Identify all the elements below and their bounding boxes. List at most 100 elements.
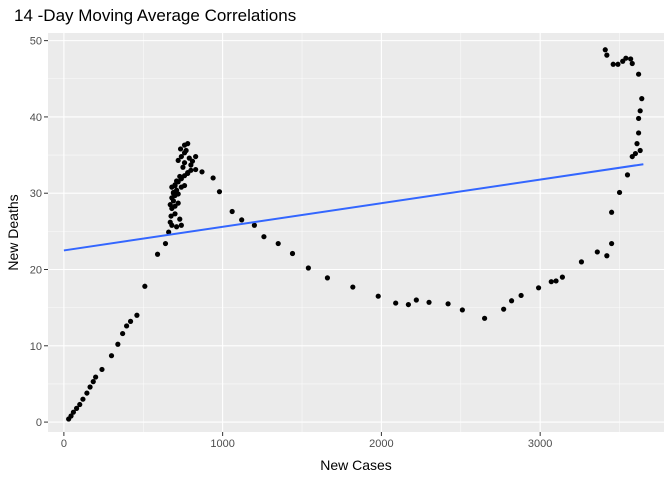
data-point — [251, 222, 257, 228]
data-point — [172, 182, 178, 189]
x-axis-title: New Cases — [320, 457, 392, 473]
y-tick-label: 10 — [30, 341, 42, 353]
data-point — [616, 189, 623, 196]
data-point — [188, 162, 194, 168]
data-point — [639, 96, 645, 102]
data-point — [142, 283, 148, 289]
chart-title: 14 -Day Moving Average Correlations — [14, 6, 297, 25]
data-point — [87, 384, 93, 390]
data-point — [183, 147, 189, 154]
data-point — [350, 284, 356, 290]
data-point — [178, 222, 184, 228]
data-point — [634, 141, 640, 147]
data-point — [594, 249, 600, 255]
data-point — [615, 61, 621, 67]
data-point — [173, 178, 180, 184]
data-point — [154, 251, 161, 257]
data-point — [620, 58, 626, 64]
data-point — [481, 315, 488, 321]
data-point — [602, 47, 608, 53]
data-point — [635, 130, 642, 136]
x-tick-label: 1000 — [210, 438, 234, 450]
data-point — [180, 164, 186, 170]
data-point — [578, 259, 585, 265]
data-point — [108, 353, 115, 359]
data-point — [305, 265, 311, 271]
x-tick-label: 2000 — [369, 438, 393, 450]
data-point — [609, 240, 615, 247]
data-point — [261, 234, 267, 240]
data-point — [166, 229, 172, 235]
data-point — [548, 279, 554, 285]
data-point — [115, 341, 121, 347]
data-point — [93, 374, 99, 380]
data-point — [178, 153, 184, 160]
data-point — [185, 141, 191, 147]
data-point — [77, 401, 83, 408]
y-tick-label: 20 — [30, 265, 42, 277]
data-point — [177, 173, 183, 180]
data-point — [637, 108, 643, 114]
data-point — [632, 150, 639, 157]
data-point — [413, 297, 419, 303]
data-point — [175, 200, 181, 206]
data-point — [553, 278, 559, 284]
trend-line — [63, 163, 644, 252]
data-point — [73, 405, 80, 411]
data-point — [604, 253, 610, 259]
data-point — [193, 166, 199, 173]
data-point — [624, 172, 631, 178]
data-point — [393, 300, 399, 306]
data-point — [169, 222, 175, 228]
data-point — [210, 175, 216, 181]
data-point — [324, 275, 331, 281]
y-axis-title: New Deaths — [5, 194, 21, 270]
x-tick-label: 0 — [61, 438, 67, 450]
data-point — [99, 366, 105, 373]
y-tick-label: 50 — [30, 36, 42, 48]
data-point — [181, 160, 188, 166]
data-point — [84, 390, 90, 396]
y-tick-label: 40 — [30, 112, 42, 124]
data-point — [172, 211, 178, 217]
data-point — [173, 224, 180, 230]
y-tick-label: 0 — [36, 417, 42, 429]
data-point — [68, 413, 74, 419]
data-point — [80, 396, 86, 402]
data-point — [167, 202, 173, 208]
data-point — [501, 306, 507, 312]
data-point — [90, 379, 96, 385]
plot-panel — [48, 33, 664, 432]
data-point — [635, 71, 642, 77]
data-point — [229, 208, 235, 215]
data-point — [628, 56, 634, 62]
x-tick-label: 3000 — [528, 438, 552, 450]
data-point — [629, 60, 635, 67]
data-point — [508, 298, 515, 304]
data-point — [275, 240, 281, 247]
data-point — [170, 190, 177, 196]
data-point — [177, 146, 184, 152]
data-point — [134, 312, 140, 318]
data-point — [175, 157, 181, 164]
data-point — [635, 115, 642, 122]
data-point — [459, 307, 465, 313]
data-point — [120, 330, 126, 337]
data-point — [199, 169, 205, 175]
data-point — [193, 153, 199, 160]
data-point — [559, 274, 565, 280]
data-point — [518, 292, 524, 299]
data-point — [70, 409, 77, 415]
data-point — [426, 299, 432, 305]
data-point — [168, 213, 174, 219]
data-point — [239, 217, 245, 223]
data-point — [216, 189, 223, 195]
data-point — [127, 318, 134, 324]
data-point — [175, 191, 181, 197]
data-point — [604, 52, 610, 58]
data-point — [123, 323, 130, 329]
data-point — [181, 182, 188, 189]
data-point — [445, 301, 451, 307]
